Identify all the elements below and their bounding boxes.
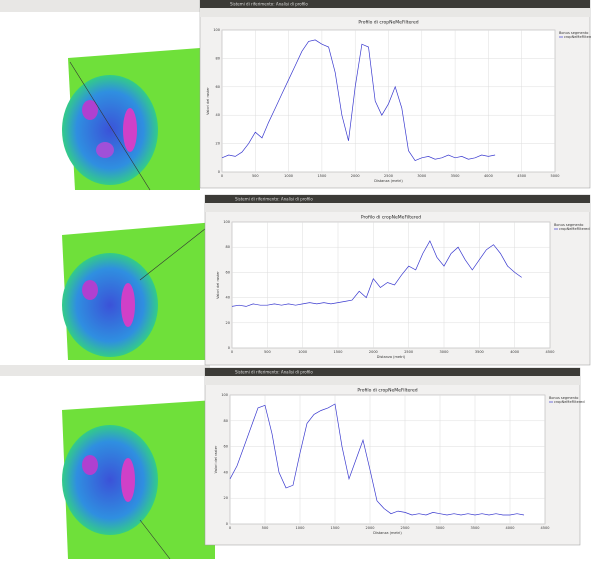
y-tick-label: 60 [226,270,230,274]
toolbar [0,0,205,12]
profile-line [139,519,171,560]
y-tick-label: 100 [221,393,228,397]
raster-blob [96,142,114,158]
profile-line [139,224,211,281]
raster-blob [121,283,135,327]
x-tick-label: 4000 [506,526,515,530]
x-tick-label: 0 [221,174,223,178]
title-bar [205,368,580,376]
legend-title: Bonus segmento [559,31,588,35]
toolbar [0,365,210,376]
y-tick-label: 100 [223,220,230,224]
x-tick-label: 3000 [440,350,449,354]
x-tick-label: 2500 [384,174,393,178]
raster-blob [82,455,98,475]
x-tick-label: 3500 [475,350,484,354]
raster-blob [62,253,158,357]
y-tick-label: 40 [226,296,230,300]
x-tick-label: 500 [264,350,271,354]
y-axis-label: Valori del raster [214,445,218,473]
x-tick-label: 4500 [546,350,555,354]
x-tick-label: 0 [229,526,231,530]
y-tick-label: 40 [216,113,220,117]
y-tick-label: 60 [224,445,228,449]
toolbar [200,8,590,17]
y-tick-label: 20 [226,321,230,325]
data-line [229,403,525,516]
data-line [231,240,522,307]
y-tick-label: 60 [216,85,220,89]
legend-label: cropNeMeFiltered [559,227,590,231]
title-bar [200,0,590,8]
profile-line [69,61,151,191]
y-axis-label: Valori del raster [206,87,210,115]
chart-title: Profilo di cropNeMeFiltered [361,215,421,221]
charts: Sistemi di riferimento: Analisi di profi… [199,0,591,546]
x-tick-label: 1500 [317,174,326,178]
y-tick-label: 0 [228,346,230,350]
legend-label: cropNeMeFiltered [554,400,585,404]
x-tick-label: 3000 [436,526,445,530]
raster-blob [82,100,98,120]
window-title: Sistemi di riferimento: Analisi di profi… [230,2,308,7]
y-tick-label: 0 [218,170,220,174]
x-tick-label: 3500 [451,174,460,178]
y-tick-label: 20 [224,496,228,500]
x-axis-label: Distanza (metri) [377,355,406,359]
x-tick-label: 4000 [510,350,519,354]
raster-blob [82,280,98,300]
x-tick-label: 2000 [366,526,375,530]
y-tick-label: 100 [213,28,220,32]
chart-title: Profilo di cropNeMeFiltered [358,20,418,26]
y-tick-label: 40 [224,470,228,474]
plot-area [229,394,546,525]
raster-blob [62,425,158,535]
x-tick-label: 4000 [484,174,493,178]
x-tick-label: 4500 [517,174,526,178]
y-tick-label: 20 [216,142,220,146]
legend-title: Bonus segmento [549,396,578,400]
raster-blob [62,75,158,185]
data-line [221,39,496,162]
x-tick-label: 1500 [334,350,343,354]
raster-blob [123,108,137,152]
y-tick-label: 0 [226,522,228,526]
x-tick-label: 1500 [331,526,340,530]
x-tick-label: 2500 [401,526,410,530]
raster-blob [121,458,135,502]
x-tick-label: 500 [262,526,269,530]
y-axis-label: Valori del raster [216,271,220,299]
x-tick-label: 1000 [296,526,305,530]
title-bar [205,195,590,203]
toolbar [205,376,580,385]
legend-title: Bonus segmento [554,223,583,227]
x-tick-label: 2000 [351,174,360,178]
x-tick-label: 3000 [417,174,426,178]
y-tick-label: 80 [216,56,220,60]
x-tick-label: 2000 [369,350,378,354]
toolbar [205,203,590,212]
x-tick-label: 4500 [541,526,550,530]
x-tick-label: 1000 [284,174,293,178]
x-tick-label: 3500 [471,526,480,530]
x-tick-label: 2500 [404,350,413,354]
y-tick-label: 80 [224,419,228,423]
plot-area [231,221,551,349]
window-title: Sistemi di riferimento: Analisi di profi… [235,370,313,375]
window-title: Sistemi di riferimento: Analisi di profi… [235,197,313,202]
x-axis-label: Distanza (metri) [374,179,403,183]
legend-label: cropNeMeFiltered [564,35,591,39]
x-axis-label: Distanza (metri) [373,531,402,535]
x-tick-label: 500 [252,174,259,178]
x-tick-label: 5000 [551,174,560,178]
x-tick-label: 1000 [298,350,307,354]
x-tick-label: 0 [231,350,233,354]
chart-title: Profilo di cropNeMeFiltered [357,388,417,394]
y-tick-label: 80 [226,245,230,249]
